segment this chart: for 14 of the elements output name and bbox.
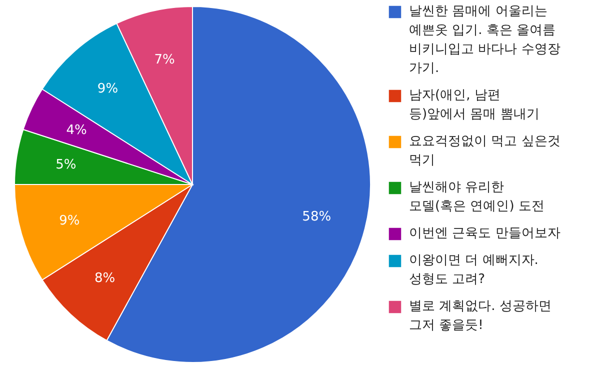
legend-label: 이왕이면 더 예뻐지자. 성형도 고려?: [409, 253, 538, 287]
legend-label: 날씬한 몸매에 어울리는 예쁜옷 입기. 혹은 올여름 비키니입고 바다나 수영장 가기.: [409, 4, 560, 76]
data-label: 7%: [154, 52, 175, 68]
legend-label: 이번엔 근육도 만들어보자: [409, 226, 560, 241]
data-label: 8%: [94, 270, 116, 286]
data-label: 5%: [56, 157, 76, 172]
legend-label: 요요걱정없이 먹고 싶은것 먹기: [409, 134, 560, 168]
legend-label: 별로 계획없다. 성공하면 그저 좋을듯!: [409, 299, 552, 333]
data-label: 4%: [66, 122, 87, 138]
data-label: 9%: [97, 81, 118, 96]
data-label: 9%: [59, 213, 80, 228]
legend-label: 날씬해야 유리한 모델(혹은 연예인) 도전: [409, 180, 544, 214]
legend-label: 남자(애인, 남편 등)앞에서 몸매 뽐내기: [409, 88, 540, 122]
data-label: 58%: [302, 209, 332, 224]
